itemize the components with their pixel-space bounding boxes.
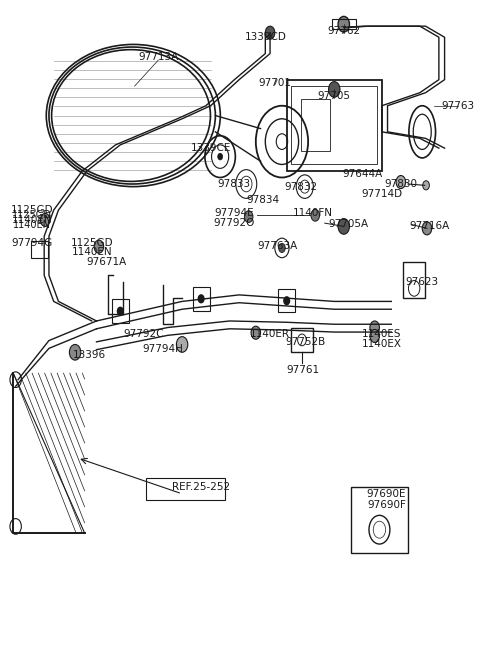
Text: 97716A: 97716A	[409, 221, 449, 231]
Circle shape	[218, 153, 223, 160]
Text: 1140ES: 1140ES	[362, 329, 402, 339]
Text: 97644A: 97644A	[343, 169, 383, 179]
Text: 1339CE: 1339CE	[191, 143, 231, 153]
Circle shape	[265, 26, 275, 39]
Text: 1140EN: 1140EN	[13, 220, 51, 230]
Bar	[146, 477, 225, 500]
Text: 97671A: 97671A	[86, 257, 126, 267]
Text: 97830: 97830	[384, 179, 417, 189]
Text: 1125GD: 1125GD	[12, 210, 52, 220]
Text: 1125GD: 1125GD	[71, 238, 113, 248]
Text: 97792O: 97792O	[214, 218, 255, 228]
Circle shape	[370, 321, 380, 334]
Bar	[301, 99, 329, 151]
Text: 97752B: 97752B	[286, 337, 326, 347]
Bar	[31, 242, 48, 257]
Text: 13396: 13396	[73, 350, 106, 360]
Bar	[112, 299, 129, 323]
Text: 97833: 97833	[218, 179, 251, 189]
Bar	[290, 328, 313, 352]
Text: 1140ER: 1140ER	[250, 329, 290, 339]
Bar	[403, 262, 425, 298]
Text: 97761: 97761	[287, 365, 320, 375]
Circle shape	[311, 210, 320, 221]
Text: 97792C: 97792C	[124, 329, 164, 339]
Circle shape	[118, 307, 123, 315]
Circle shape	[338, 16, 349, 32]
Text: 1140EN: 1140EN	[72, 248, 112, 257]
Circle shape	[94, 240, 104, 253]
Text: 1140EN: 1140EN	[12, 215, 53, 225]
Text: 97834: 97834	[246, 195, 279, 205]
Bar	[291, 86, 377, 164]
Text: 97714D: 97714D	[361, 189, 402, 199]
Text: 97705A: 97705A	[328, 219, 369, 229]
Circle shape	[329, 82, 340, 97]
Text: 97762: 97762	[327, 26, 360, 36]
Text: 97623: 97623	[406, 277, 439, 287]
Text: REF.25-252: REF.25-252	[172, 482, 230, 493]
Text: 97794E: 97794E	[215, 208, 254, 218]
Circle shape	[422, 222, 432, 235]
Text: 97701: 97701	[258, 78, 291, 88]
Text: 1125GD: 1125GD	[11, 205, 54, 215]
Bar	[332, 19, 356, 29]
Text: 97763: 97763	[441, 101, 474, 111]
Text: 1140FN: 1140FN	[293, 208, 333, 218]
Bar	[287, 80, 382, 171]
Circle shape	[338, 219, 349, 234]
Text: 97690F: 97690F	[367, 500, 406, 510]
Text: 97763A: 97763A	[257, 241, 297, 251]
Text: 97794G: 97794G	[12, 238, 53, 248]
Circle shape	[40, 214, 50, 227]
Circle shape	[278, 244, 285, 252]
Circle shape	[251, 326, 261, 339]
Text: 97690E: 97690E	[367, 489, 407, 499]
Bar	[192, 287, 210, 310]
Circle shape	[370, 329, 380, 343]
Bar	[278, 289, 295, 312]
Circle shape	[423, 181, 430, 190]
Circle shape	[284, 297, 289, 305]
Text: 97713A: 97713A	[138, 52, 179, 62]
Text: 97705: 97705	[318, 91, 351, 101]
Circle shape	[176, 337, 188, 352]
Circle shape	[244, 211, 253, 223]
Circle shape	[198, 295, 204, 303]
Circle shape	[70, 345, 81, 360]
Text: 1339CD: 1339CD	[244, 32, 286, 43]
Circle shape	[396, 176, 406, 189]
Text: 1140EX: 1140EX	[362, 339, 402, 349]
Bar	[351, 487, 408, 553]
Text: 97794H: 97794H	[143, 344, 183, 354]
Text: 97832: 97832	[285, 182, 318, 193]
